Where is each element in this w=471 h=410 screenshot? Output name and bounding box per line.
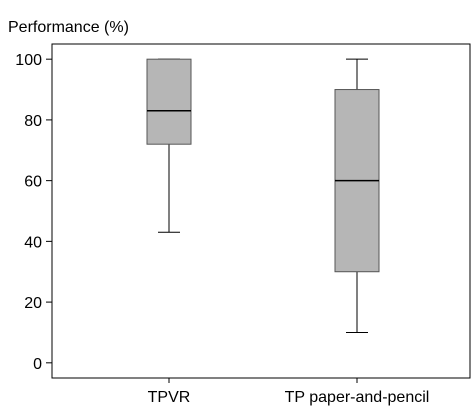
y-axis-label: Performance (%): [8, 19, 129, 36]
box-series: [146, 58, 380, 333]
x-axis-ticks: TPVR TP paper-and-pencil: [148, 378, 430, 406]
y-tick-label: 60: [24, 174, 42, 191]
plot-frame: [51, 43, 471, 379]
y-tick-label: 20: [24, 295, 42, 312]
box-1: [334, 58, 380, 333]
box-0: [146, 58, 192, 233]
y-axis-ticks: 0 20 40 60 80 100: [15, 52, 52, 373]
y-tick-label: 100: [15, 52, 42, 69]
y-tick-label: 40: [24, 234, 42, 251]
iqr-box: [146, 58, 192, 145]
y-tick-label: 0: [33, 356, 42, 373]
y-tick-label: 80: [24, 113, 42, 130]
x-tick-label: TP paper-and-pencil: [285, 389, 430, 406]
x-tick-label: TPVR: [148, 389, 191, 406]
